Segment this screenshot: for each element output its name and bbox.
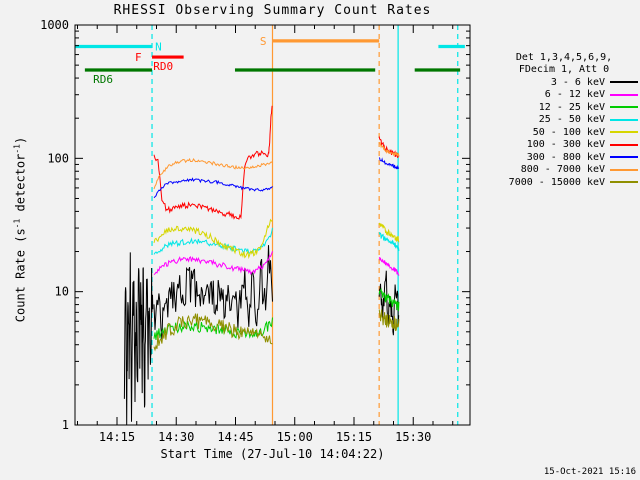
y-tick-label: 1: [62, 418, 69, 432]
legend-color-swatch: [610, 131, 638, 134]
legend-color-swatch: [610, 156, 638, 159]
series-3-6 keV: [153, 245, 273, 340]
flag-label-RD0: RD0: [153, 60, 173, 73]
legend-entry-label: 7000 - 15000 keV: [508, 176, 605, 188]
series-800-7000 keV: [378, 142, 400, 157]
flag-label-N: N: [155, 40, 162, 53]
legend-color-swatch: [610, 106, 638, 109]
legend-entry: 7000 - 15000 keV: [490, 176, 638, 189]
creation-timestamp: 15-Oct-2021 15:16: [543, 467, 636, 477]
y-tick-label: 100: [47, 151, 69, 165]
flag-label-S: S: [260, 35, 267, 48]
event-vlines: [151, 25, 459, 425]
legend-color-swatch: [610, 168, 638, 171]
legend-entry: 50 - 100 keV: [490, 126, 638, 139]
series-7000-15000 keV: [153, 313, 273, 352]
legend-color-swatch: [610, 181, 638, 184]
x-tick-label: 14:45: [217, 430, 253, 444]
x-axis-label: Start Time (27-Jul-10 14:04:22): [160, 447, 385, 461]
legend-color-swatch: [610, 93, 638, 96]
axes-frame: [74, 24, 471, 426]
legend-entry: 300 - 800 keV: [490, 151, 638, 164]
legend-color-swatch: [610, 143, 638, 146]
legend-entry: 800 - 7000 keV: [490, 164, 638, 177]
legend-entry-label: 50 - 100 keV: [532, 126, 605, 138]
y-tick-label: 10: [55, 285, 69, 299]
legend-entry: 12 - 25 keV: [490, 101, 638, 114]
legend-entry-label: 12 - 25 keV: [538, 101, 605, 113]
chart-legend: Det 1,3,4,5,6,9, FDecim 1, Att 0 3 - 6 k…: [490, 52, 638, 189]
series-300-800 keV: [378, 157, 400, 170]
series-100-300 keV: [378, 136, 400, 158]
series-50-100 keV: [378, 222, 400, 243]
legend-color-swatch: [610, 118, 638, 121]
series-6-12 keV: [153, 251, 273, 276]
x-tick-label: 15:00: [277, 430, 313, 444]
legend-entry-label: 100 - 300 keV: [526, 139, 605, 151]
legend-detectors-line: Det 1,3,4,5,6,9,: [515, 52, 613, 63]
x-tick-label: 14:30: [158, 430, 194, 444]
series-12-25 keV: [378, 287, 400, 312]
chart-title: RHESSI Observing Summary Count Rates: [113, 3, 432, 18]
legend-color-swatch: [610, 81, 638, 84]
flag-bars: NF RD0 S RD6: [75, 35, 465, 86]
x-tick-label: 15:30: [395, 430, 431, 444]
legend-entry-label: 800 - 7000 keV: [520, 164, 605, 176]
x-axis-ticks: 14:15 14:30 14:45 15:00 15:15 15:30: [76, 25, 454, 444]
legend-entry: 25 - 50 keV: [490, 114, 638, 127]
y-tick-label: 1000: [40, 18, 69, 32]
series-25-50 keV: [378, 232, 400, 252]
series-800-7000 keV: [153, 157, 273, 190]
legend-entry: 3 - 6 keV: [490, 76, 638, 89]
series-6-12 keV: [378, 257, 400, 276]
legend-entry-label: 25 - 50 keV: [538, 114, 605, 126]
flag-label-RD6: RD6: [93, 73, 113, 86]
series-3-6 keV: [123, 252, 154, 425]
y-axis-label: Count Rate (s-1 detector-1): [12, 136, 28, 323]
series-group: [123, 105, 400, 425]
x-tick-label: 14:15: [99, 430, 135, 444]
series-50-100 keV: [153, 218, 273, 260]
legend-entry: 6 - 12 keV: [490, 89, 638, 102]
x-tick-label: 15:15: [336, 430, 372, 444]
flag-label-F: F: [135, 51, 142, 64]
series-7000-15000 keV: [378, 309, 400, 332]
legend-entry-label: 3 - 6 keV: [550, 76, 605, 88]
series-300-800 keV: [153, 177, 273, 199]
legend-decim-line: FDecim 1, Att 0: [518, 64, 610, 75]
legend-entry-label: 6 - 12 keV: [544, 89, 605, 101]
y-axis-ticks: 1 10 100 1000: [40, 18, 470, 432]
legend-entry-label: 300 - 800 keV: [526, 151, 605, 163]
series-100-300 keV: [153, 105, 273, 220]
legend-entry: 100 - 300 keV: [490, 139, 638, 152]
